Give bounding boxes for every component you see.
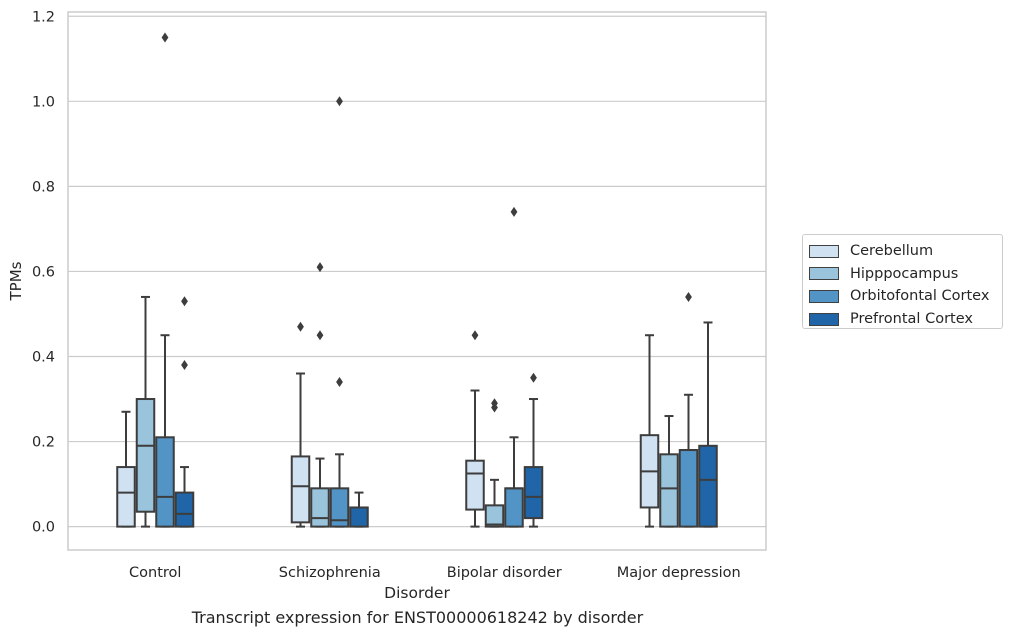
legend-swatch [809,244,839,258]
x-tick-label: Control [129,565,181,581]
legend-label: Hipppocampus [850,265,959,282]
legend-item: Prefrontal Cortex [809,308,1002,331]
legend-item: Cerebellum [809,240,1002,263]
legend-swatch [809,312,839,326]
box [504,487,524,528]
outlier-point [181,296,188,307]
box [349,506,369,528]
box [310,487,330,528]
outlier-point [161,32,169,43]
chart-caption: Transcript expression for ENST0000061824… [191,608,644,627]
legend-item: Orbitofontal Cortex [809,285,1002,308]
outlier-point [297,321,304,332]
box-groups [116,32,718,528]
outlier-point [685,291,692,302]
grid-lines [68,15,766,528]
box [174,491,195,528]
x-tick-label: Schizophrenia [279,565,381,581]
outlier-point [491,398,498,409]
outlier-point [316,262,324,273]
x-tick-label: Major depression [617,565,741,581]
box [484,504,505,528]
outlier-point [336,96,343,107]
outlier-point [181,359,188,370]
outlier-point [336,377,343,388]
legend-label: Orbitofontal Cortex [850,288,990,305]
legend: Cerebellum Hipppocampus Orbitofontal Corte… [802,234,1003,329]
y-tick-label: 0.6 [32,264,55,280]
x-tick-label: Bipolar disorder [447,565,562,581]
plot-frame [67,11,767,551]
legend-item: Hipppocampus [809,263,1002,286]
y-tick-label: 1.2 [32,9,55,25]
legend-swatch [809,267,839,281]
box [290,455,311,524]
y-tick-label: 0.2 [32,435,55,451]
box [678,449,699,528]
y-tick-label: 0.4 [32,349,55,365]
outlier-point [510,206,518,217]
outlier-point [471,330,479,341]
box [135,398,156,513]
outlier-point [316,330,324,341]
box [116,466,136,528]
x-axis-label: Disorder [384,584,450,602]
y-tick-labels: 0.0 0.2 0.4 0.6 0.8 1.0 1.2 [32,9,55,535]
y-tick-label: 0.8 [32,179,55,195]
box [659,453,679,528]
box [465,459,485,511]
y-tick-label: 1.0 [32,94,55,110]
outlier-point [530,372,537,383]
box [155,436,175,528]
box [698,444,718,528]
box-group [639,291,718,528]
box-group [290,96,369,528]
box [329,487,350,528]
legend-label: Prefrontal Cortex [850,311,973,328]
box-group [116,32,195,528]
x-tick-labels: Control Schizophrenia Bipolar disorder Majo… [129,565,741,581]
y-tick-label: 0.0 [32,520,55,536]
legend-label: Cerebellum [850,243,934,260]
legend-swatch [809,289,839,303]
y-axis-label: TPMs [7,261,25,301]
box-group [465,206,544,528]
box [523,466,544,520]
